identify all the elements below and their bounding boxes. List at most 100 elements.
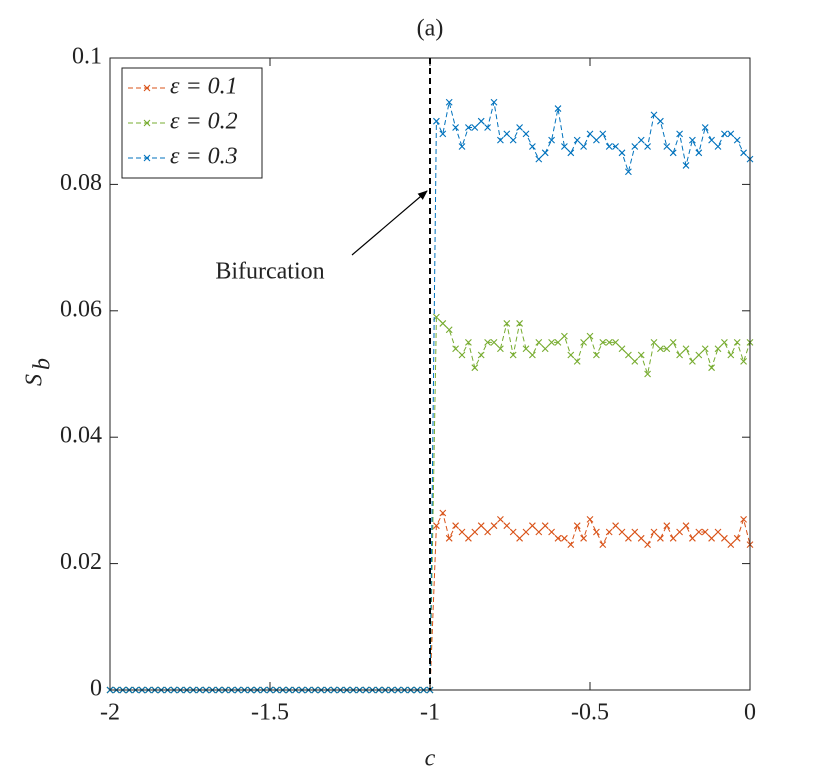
data-point xyxy=(727,351,735,359)
annotation: Bifurcation xyxy=(215,259,324,285)
data-point xyxy=(605,528,613,536)
legend: ε = 0.1 ε = 0.2 ε = 0.3 xyxy=(121,67,263,179)
x-tick-label: -2 xyxy=(100,700,120,726)
data-point xyxy=(612,143,619,150)
data-point xyxy=(561,534,568,542)
data-point xyxy=(721,534,728,542)
data-point xyxy=(599,130,607,138)
data-point xyxy=(625,351,632,359)
data-point xyxy=(669,534,677,542)
data-point xyxy=(509,136,517,144)
data-point xyxy=(663,522,671,530)
data-point xyxy=(548,528,555,536)
data-point xyxy=(433,522,440,530)
data-point xyxy=(669,339,677,346)
data-point xyxy=(612,522,619,530)
data-point xyxy=(740,357,747,365)
data-point xyxy=(490,98,498,106)
data-point xyxy=(529,522,536,530)
data-point xyxy=(490,339,498,346)
data-point xyxy=(740,515,747,523)
data-point xyxy=(458,528,466,536)
data-point xyxy=(657,117,664,125)
data-point xyxy=(439,320,447,327)
data-point xyxy=(580,339,587,346)
data-point xyxy=(490,522,498,530)
data-point xyxy=(644,541,651,549)
data-point xyxy=(484,339,491,346)
data-point xyxy=(548,339,555,346)
data-point xyxy=(458,351,466,359)
data-point xyxy=(541,149,549,157)
data-point xyxy=(669,149,677,157)
data-point xyxy=(593,136,600,144)
data-point xyxy=(477,522,485,530)
data-point xyxy=(663,345,671,353)
legend-label: ε = 0.1 xyxy=(170,74,238,100)
data-point xyxy=(554,339,562,346)
data-point xyxy=(727,130,735,138)
data-point xyxy=(599,541,607,549)
data-point xyxy=(618,345,626,353)
data-point xyxy=(503,130,511,138)
data-point xyxy=(529,351,536,359)
data-point xyxy=(439,509,447,517)
y-tick-label: 0.1 xyxy=(72,44,102,70)
data-point xyxy=(509,351,517,359)
data-point xyxy=(695,351,703,359)
data-point xyxy=(471,364,479,372)
legend-label: ε = 0.2 xyxy=(170,109,238,135)
data-point xyxy=(637,534,645,542)
data-point xyxy=(637,351,645,359)
data-point xyxy=(580,143,587,150)
data-point xyxy=(561,143,568,150)
data-point xyxy=(618,149,626,157)
data-point xyxy=(567,351,575,359)
data-point xyxy=(695,528,703,536)
data-point xyxy=(650,528,658,536)
legend-marker xyxy=(143,84,151,92)
data-point xyxy=(714,345,722,353)
data-point xyxy=(573,357,581,365)
data-point xyxy=(465,339,472,346)
data-point xyxy=(567,541,575,549)
data-point xyxy=(721,130,728,138)
data-point xyxy=(689,357,696,365)
data-point xyxy=(695,149,703,157)
data-point xyxy=(721,339,728,346)
legend-label: ε = 0.3 xyxy=(170,144,238,170)
data-point xyxy=(516,320,523,327)
data-point xyxy=(612,339,619,346)
data-point xyxy=(484,124,491,131)
data-point xyxy=(548,136,555,144)
data-point xyxy=(541,345,549,353)
data-point xyxy=(605,143,613,150)
y-axis-label-subscript: b xyxy=(30,358,56,370)
data-point xyxy=(445,98,453,106)
annotation-arrow xyxy=(351,190,428,256)
data-point xyxy=(701,124,709,131)
y-axis-label-main: S xyxy=(22,374,48,386)
y-tick-label: 0.08 xyxy=(60,170,102,196)
data-point xyxy=(727,541,735,549)
data-point xyxy=(458,143,466,150)
data-point xyxy=(433,117,440,125)
data-point xyxy=(593,351,600,359)
data-point xyxy=(689,136,696,144)
data-point xyxy=(529,143,536,150)
data-point xyxy=(580,534,587,542)
data-point xyxy=(535,155,543,163)
data-point xyxy=(535,339,543,346)
data-point xyxy=(657,534,664,542)
data-point xyxy=(439,130,447,138)
data-point xyxy=(663,143,671,150)
data-point xyxy=(740,149,747,157)
data-point xyxy=(676,528,683,536)
data-point xyxy=(676,351,683,359)
data-point xyxy=(733,534,741,542)
data-point xyxy=(471,124,479,131)
data-point xyxy=(477,351,485,359)
data-point xyxy=(605,339,613,346)
x-axis-label: c xyxy=(425,746,436,772)
